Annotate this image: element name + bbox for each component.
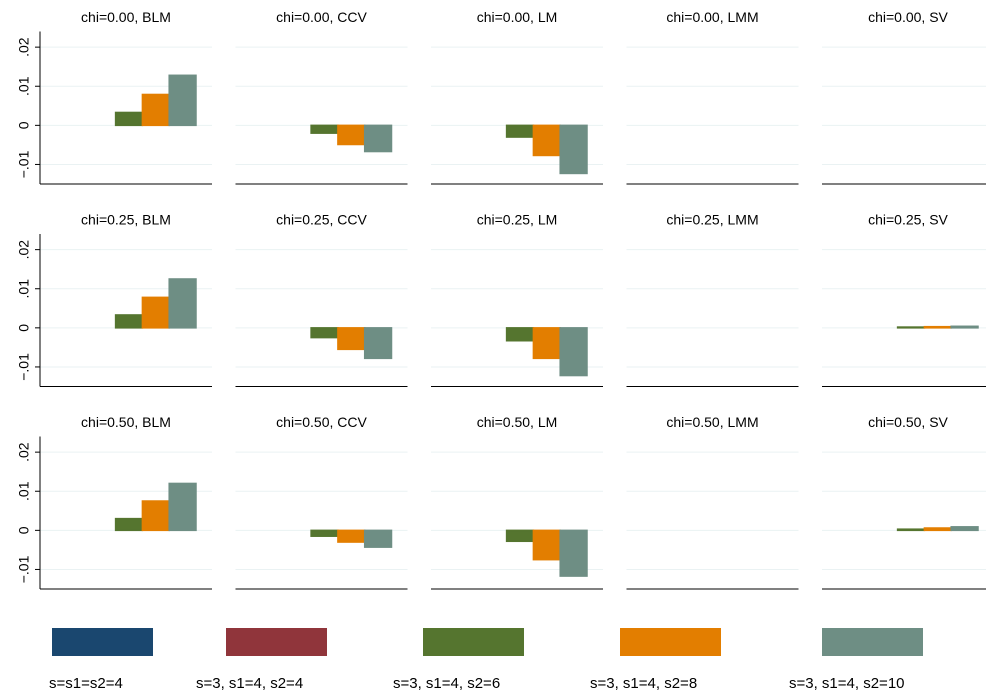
panel-title: chi=0.00, BLM: [81, 9, 171, 25]
bar: [114, 314, 144, 329]
legend-swatch: [620, 628, 721, 656]
bar: [168, 482, 197, 532]
bar: [505, 529, 535, 543]
y-tick-label: 0: [16, 121, 32, 129]
panel-title: chi=0.50, LMM: [666, 414, 758, 430]
legend-label: s=3, s1=4, s2=10: [789, 675, 905, 692]
bar: [141, 500, 170, 532]
bar: [532, 124, 561, 157]
panel-title: chi=0.50, SV: [868, 414, 948, 430]
bar: [896, 326, 926, 329]
y-tick-label: −.01: [16, 353, 32, 381]
bar: [505, 327, 535, 342]
legend-swatch: [226, 628, 327, 656]
panel-title: chi=0.50, BLM: [81, 414, 171, 430]
legend-swatch: [822, 628, 923, 656]
bar: [168, 74, 197, 127]
bar: [337, 327, 366, 351]
panel-title: chi=0.25, LMM: [666, 212, 758, 228]
legend-label: s=3, s1=4, s2=6: [393, 675, 500, 692]
bar: [141, 296, 170, 329]
y-tick-label: .01: [16, 76, 32, 96]
bar: [505, 124, 535, 138]
bar: [337, 124, 366, 146]
y-tick-label: .01: [16, 481, 32, 501]
panel-title: chi=0.25, BLM: [81, 212, 171, 228]
legend-label: s=3, s1=4, s2=8: [590, 675, 697, 692]
y-tick-label: 0: [16, 324, 32, 332]
panel-title: chi=0.00, CCV: [276, 9, 367, 25]
bar: [114, 111, 144, 127]
legend-label: s=s1=s2=4: [49, 675, 123, 692]
panel-title: chi=0.00, LMM: [666, 9, 758, 25]
bar: [559, 327, 588, 377]
legend-swatch: [52, 628, 153, 656]
bar: [141, 93, 170, 127]
y-tick-label: −.01: [16, 555, 32, 583]
bar: [114, 517, 144, 532]
bar: [896, 528, 926, 532]
bar: [310, 529, 339, 537]
bar: [363, 529, 393, 548]
y-tick-label: .02: [16, 442, 32, 462]
bar: [532, 327, 561, 360]
bar: [310, 327, 339, 339]
panel-title: chi=0.00, LM: [477, 9, 558, 25]
panel-title: chi=0.00, SV: [868, 9, 948, 25]
y-tick-label: .02: [16, 240, 32, 260]
y-tick-label: 0: [16, 526, 32, 534]
bar: [168, 278, 197, 329]
bar: [337, 529, 366, 543]
bar: [363, 327, 393, 360]
y-tick-label: .01: [16, 279, 32, 299]
panel-title: chi=0.25, CCV: [276, 212, 367, 228]
panel-title: chi=0.50, CCV: [276, 414, 367, 430]
bar: [950, 325, 979, 329]
bar: [559, 124, 588, 175]
bar: [950, 526, 979, 532]
y-tick-label: .02: [16, 37, 32, 57]
y-tick-label: −.01: [16, 150, 32, 178]
bar: [363, 124, 393, 153]
bar: [923, 325, 952, 329]
legend-label: s=3, s1=4, s2=4: [196, 675, 303, 692]
legend-swatch: [423, 628, 524, 656]
panel-title: chi=0.25, LM: [477, 212, 558, 228]
bar: [559, 529, 588, 577]
panel-title: chi=0.25, SV: [868, 212, 948, 228]
bar: [532, 529, 561, 561]
bar: [310, 124, 339, 134]
panel-title: chi=0.50, LM: [477, 414, 558, 430]
bar: [923, 527, 952, 532]
